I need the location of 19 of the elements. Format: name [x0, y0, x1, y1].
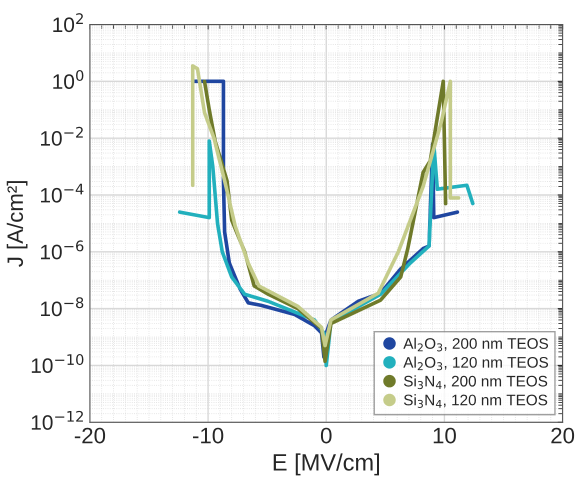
y-tick-label: 10$^{2}$ [53, 13, 83, 32]
y-tick-label: 10$^{−8}$ [41, 297, 84, 316]
legend-label: Si$_{3}$N$_{4}$, 200 nm TEOS [404, 375, 548, 390]
y-tick-label: 10$^{−4}$ [41, 184, 84, 203]
legend-label: Si$_{3}$N$_{4}$, 120 nm TEOS [404, 394, 548, 408]
y-axis-title: J [A/cm²] [6, 181, 28, 267]
x-tick-label: -20 [74, 428, 106, 444]
y-tick-label: 10$^{0}$ [53, 70, 84, 89]
x-tick-label: -10 [193, 428, 224, 444]
y-tick-label: 10$^{−6}$ [41, 240, 84, 260]
x-tick-label: 0 [320, 428, 332, 444]
legend-label: Al$_{2}$O$_{3}$, 120 nm TEOS [403, 356, 548, 370]
x-tick-label: 20 [551, 428, 574, 444]
y-tick-label: 10$^{−12}$ [32, 410, 83, 430]
x-axis-title: E [MV/cm] [274, 453, 380, 476]
y-tick-label: 10$^{−10}$ [32, 354, 84, 374]
legend-label: Al$_{2}$O$_{3}$, 200 nm TEOS [403, 338, 548, 352]
y-tick-label: 10$^{−2}$ [41, 126, 83, 146]
x-tick-label: 10 [434, 428, 456, 444]
